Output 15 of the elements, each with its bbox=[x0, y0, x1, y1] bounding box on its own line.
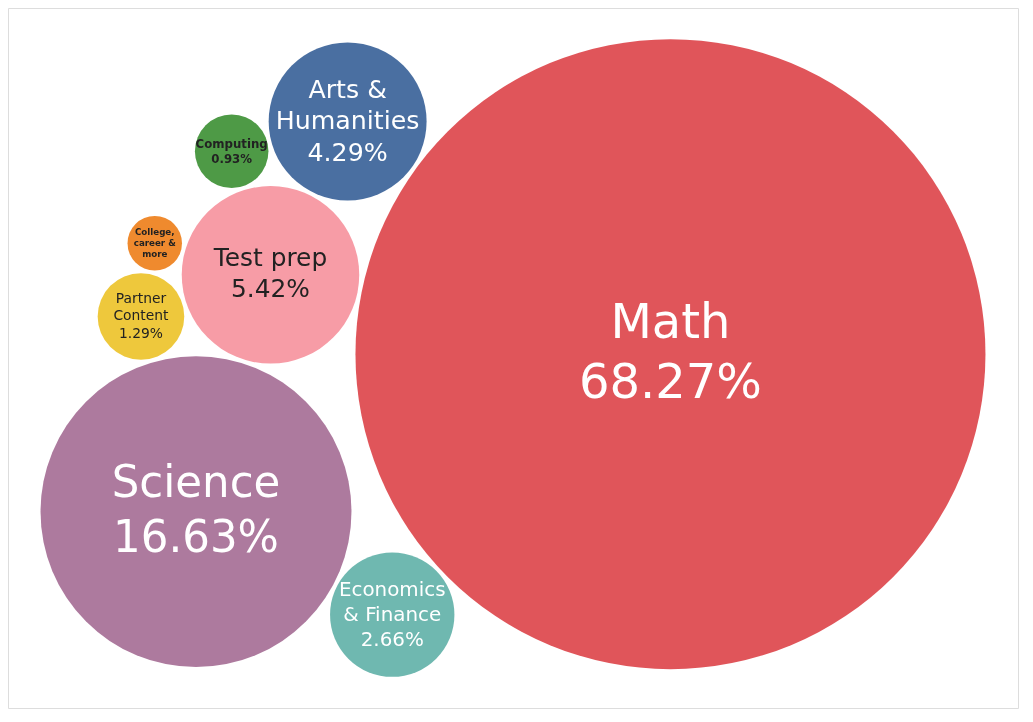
data-label: 2.66% bbox=[360, 627, 424, 651]
category-label: Test prep bbox=[212, 243, 328, 273]
data-label: 5.42% bbox=[231, 274, 310, 304]
category-label: Arts & Humanities bbox=[275, 74, 420, 136]
data-label: 16.63% bbox=[113, 511, 279, 562]
category-label: Computing bbox=[195, 136, 268, 151]
category-label: Partner Content bbox=[113, 290, 170, 324]
category-label: College, career & more bbox=[133, 227, 177, 260]
data-label: 1.29% bbox=[118, 324, 163, 341]
category-label: Economics & Finance bbox=[338, 577, 446, 626]
category-label: Science bbox=[111, 457, 281, 508]
data-label: 0.93% bbox=[211, 151, 253, 166]
category-label: Math bbox=[610, 293, 731, 350]
data-label: 68.27% bbox=[578, 353, 762, 410]
data-label: 4.29% bbox=[307, 138, 388, 168]
